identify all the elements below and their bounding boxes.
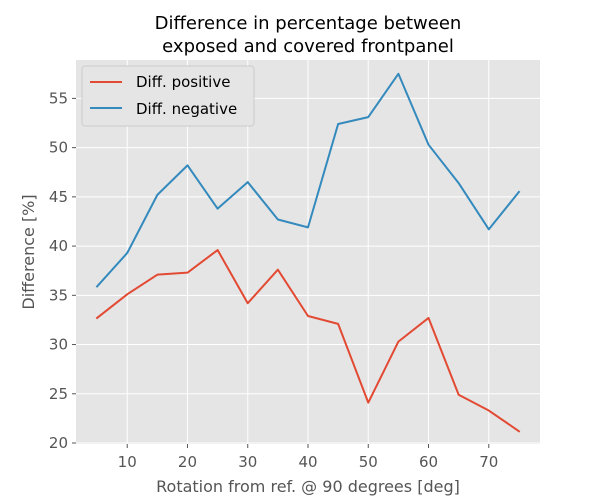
- legend: Diff. positive Diff. negative: [81, 65, 255, 127]
- x-tick-label: 60: [419, 453, 438, 471]
- series: [95, 72, 521, 433]
- legend-label-positive: Diff. positive: [136, 73, 230, 91]
- x-tick-label: 70: [479, 453, 498, 471]
- x-tick-label: 50: [359, 453, 378, 471]
- axis-ticks: 10 20 30 40 50 60 70 20 25 30 35 40 45 50 55: [49, 89, 498, 471]
- y-tick-label: 20: [49, 434, 68, 452]
- series-line-diff-positive: [95, 249, 521, 433]
- series-line-diff-negative: [95, 72, 521, 288]
- x-tick-label: 20: [178, 453, 197, 471]
- y-tick-label: 25: [49, 385, 68, 403]
- chart-title-line-1: Difference in percentage between: [155, 13, 462, 34]
- x-tick-label: 30: [238, 453, 257, 471]
- x-tick-label: 40: [298, 453, 317, 471]
- legend-label-negative: Diff. negative: [136, 100, 237, 118]
- y-tick-label: 35: [49, 286, 68, 304]
- y-tick-label: 30: [49, 336, 68, 354]
- x-tick-label: 10: [118, 453, 137, 471]
- y-tick-label: 50: [49, 139, 68, 157]
- chart-title-line-2: exposed and covered frontpanel: [162, 36, 454, 57]
- x-axis-label: Rotation from ref. @ 90 degrees [deg]: [156, 477, 460, 496]
- y-axis-label: Difference [%]: [19, 194, 38, 309]
- y-tick-label: 45: [49, 188, 68, 206]
- y-tick-label: 40: [49, 237, 68, 255]
- y-tick-label: 55: [49, 89, 68, 107]
- legend-box: [81, 65, 255, 127]
